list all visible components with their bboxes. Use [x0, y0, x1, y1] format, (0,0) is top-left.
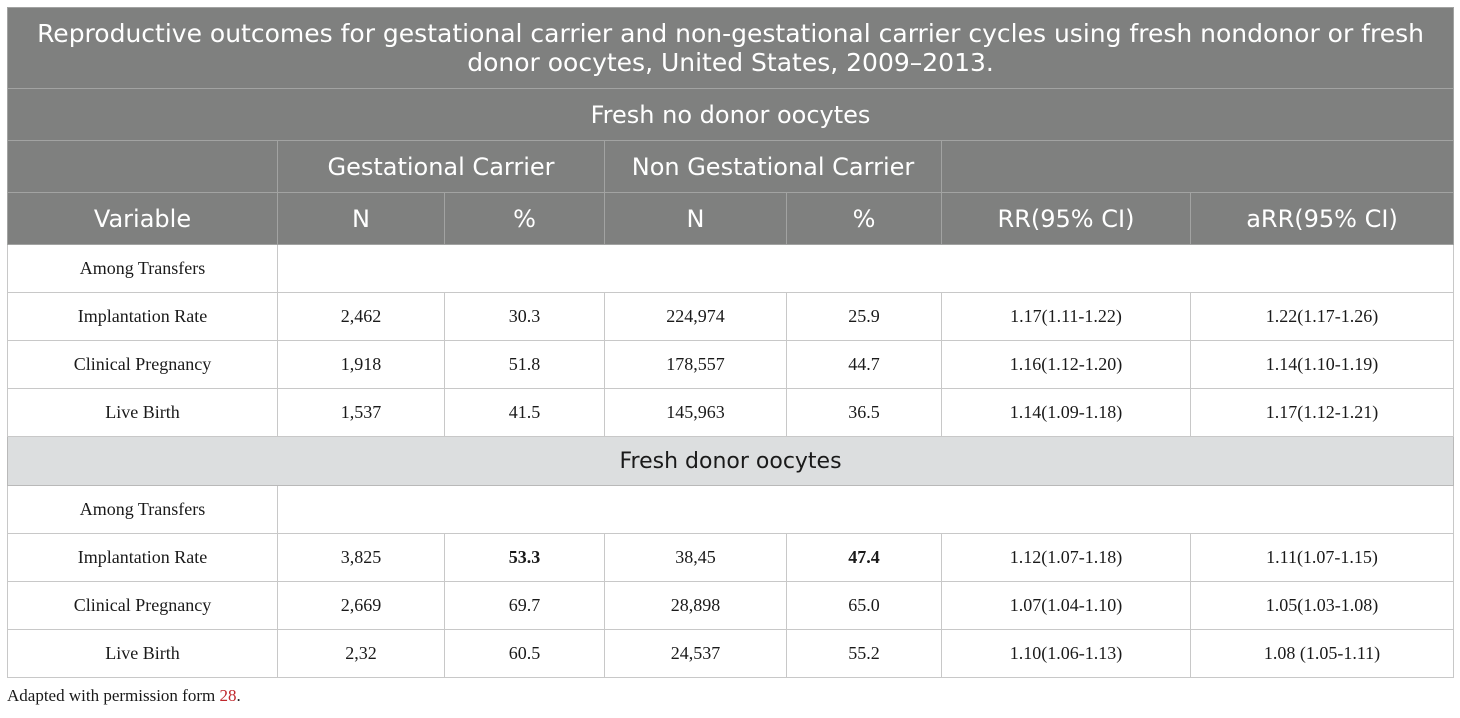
table-cell: 1.14(1.09-1.18) — [941, 388, 1191, 437]
section-header-fresh-no-donor: Fresh no donor oocytes — [6, 88, 1455, 141]
table-cell: 1,537 — [277, 388, 445, 437]
table-cell: 30.3 — [444, 292, 605, 341]
table-cell: 1.11(1.07-1.15) — [1189, 533, 1455, 582]
row-label: Live Birth — [7, 629, 278, 678]
table-cell: 1,918 — [277, 340, 445, 389]
table-cell: 1.22(1.17-1.26) — [1189, 292, 1455, 341]
table-cell: 38,45 — [604, 533, 787, 582]
table-cell: 55.2 — [786, 629, 942, 678]
column-header: N — [604, 192, 787, 245]
group-header-non-gestational-carrier: Non Gestational Carrier — [604, 140, 942, 193]
table-cell: 178,557 — [604, 340, 787, 389]
row-label: Clinical Pregnancy — [7, 581, 278, 630]
table-cell: 44.7 — [786, 340, 942, 389]
table-cell: 36.5 — [786, 388, 942, 437]
table-cell: 224,974 — [604, 292, 787, 341]
subheader-cell: Among Transfers — [7, 244, 278, 293]
table-cell: 2,669 — [277, 581, 445, 630]
table-cell: 69.7 — [444, 581, 605, 630]
group-header-gestational-carrier: Gestational Carrier — [277, 140, 605, 193]
footnote-reference-link[interactable]: 28 — [219, 686, 237, 705]
table-cell: 2,32 — [277, 629, 445, 678]
table-cell: 1.14(1.10-1.19) — [1189, 340, 1455, 389]
table-cell: 1.17(1.11-1.22) — [941, 292, 1191, 341]
table-title: Reproductive outcomes for gestational ca… — [6, 7, 1455, 89]
section-header-fresh-donor: Fresh donor oocytes — [6, 436, 1455, 486]
table-cell: 25.9 — [786, 292, 942, 341]
table-row: Live Birth 2,32 60.5 24,537 55.2 1.10(1.… — [7, 629, 1455, 678]
column-header: Variable — [7, 192, 278, 245]
column-header: RR(95% CI) — [941, 192, 1191, 245]
table-row: Clinical Pregnancy 2,669 69.7 28,898 65.… — [7, 581, 1455, 630]
table-cell: 145,963 — [604, 388, 787, 437]
column-header: N — [277, 192, 445, 245]
subheader-empty — [276, 244, 1455, 293]
column-header: % — [444, 192, 605, 245]
table-cell: 1.12(1.07-1.18) — [941, 533, 1191, 582]
row-label: Implantation Rate — [7, 533, 278, 582]
table-cell: 1.05(1.03-1.08) — [1189, 581, 1455, 630]
table-cell: 28,898 — [604, 581, 787, 630]
table-row: Live Birth 1,537 41.5 145,963 36.5 1.14(… — [7, 388, 1455, 437]
footnote-end: . — [236, 686, 241, 705]
table-cell: 1.08 (1.05-1.11) — [1189, 629, 1455, 678]
table-cell: 41.5 — [444, 388, 605, 437]
row-label: Implantation Rate — [7, 292, 278, 341]
group-header-empty — [7, 140, 278, 193]
subheader-empty — [276, 485, 1455, 534]
table-cell: 1.16(1.12-1.20) — [941, 340, 1191, 389]
column-header: % — [786, 192, 942, 245]
table-cell: 1.17(1.12-1.21) — [1189, 388, 1455, 437]
table-row: Implantation Rate 2,462 30.3 224,974 25.… — [7, 292, 1455, 341]
table-cell: 65.0 — [786, 581, 942, 630]
table-row: Clinical Pregnancy 1,918 51.8 178,557 44… — [7, 340, 1455, 389]
table-cell: 53.3 — [444, 533, 605, 582]
row-label: Clinical Pregnancy — [7, 340, 278, 389]
table-cell: 24,537 — [604, 629, 787, 678]
subheader-cell: Among Transfers — [7, 485, 278, 534]
column-header: aRR(95% CI) — [1189, 192, 1455, 245]
table-cell: 47.4 — [786, 533, 942, 582]
table-row: Implantation Rate 3,825 53.3 38,45 47.4 … — [7, 533, 1455, 582]
footnote-text: Adapted with permission form — [7, 686, 220, 705]
table-footnote: Adapted with permission form 28. — [7, 686, 241, 706]
table-cell: 51.8 — [444, 340, 605, 389]
group-header-empty-ratios — [940, 140, 1455, 193]
table-cell: 1.07(1.04-1.10) — [941, 581, 1191, 630]
table-cell: 1.10(1.06-1.13) — [941, 629, 1191, 678]
row-label: Live Birth — [7, 388, 278, 437]
table-cell: 3,825 — [277, 533, 445, 582]
table-cell: 60.5 — [444, 629, 605, 678]
outcomes-table: Reproductive outcomes for gestational ca… — [6, 7, 1455, 678]
table-cell: 2,462 — [277, 292, 445, 341]
outcomes-table-container: Reproductive outcomes for gestational ca… — [6, 7, 1455, 678]
